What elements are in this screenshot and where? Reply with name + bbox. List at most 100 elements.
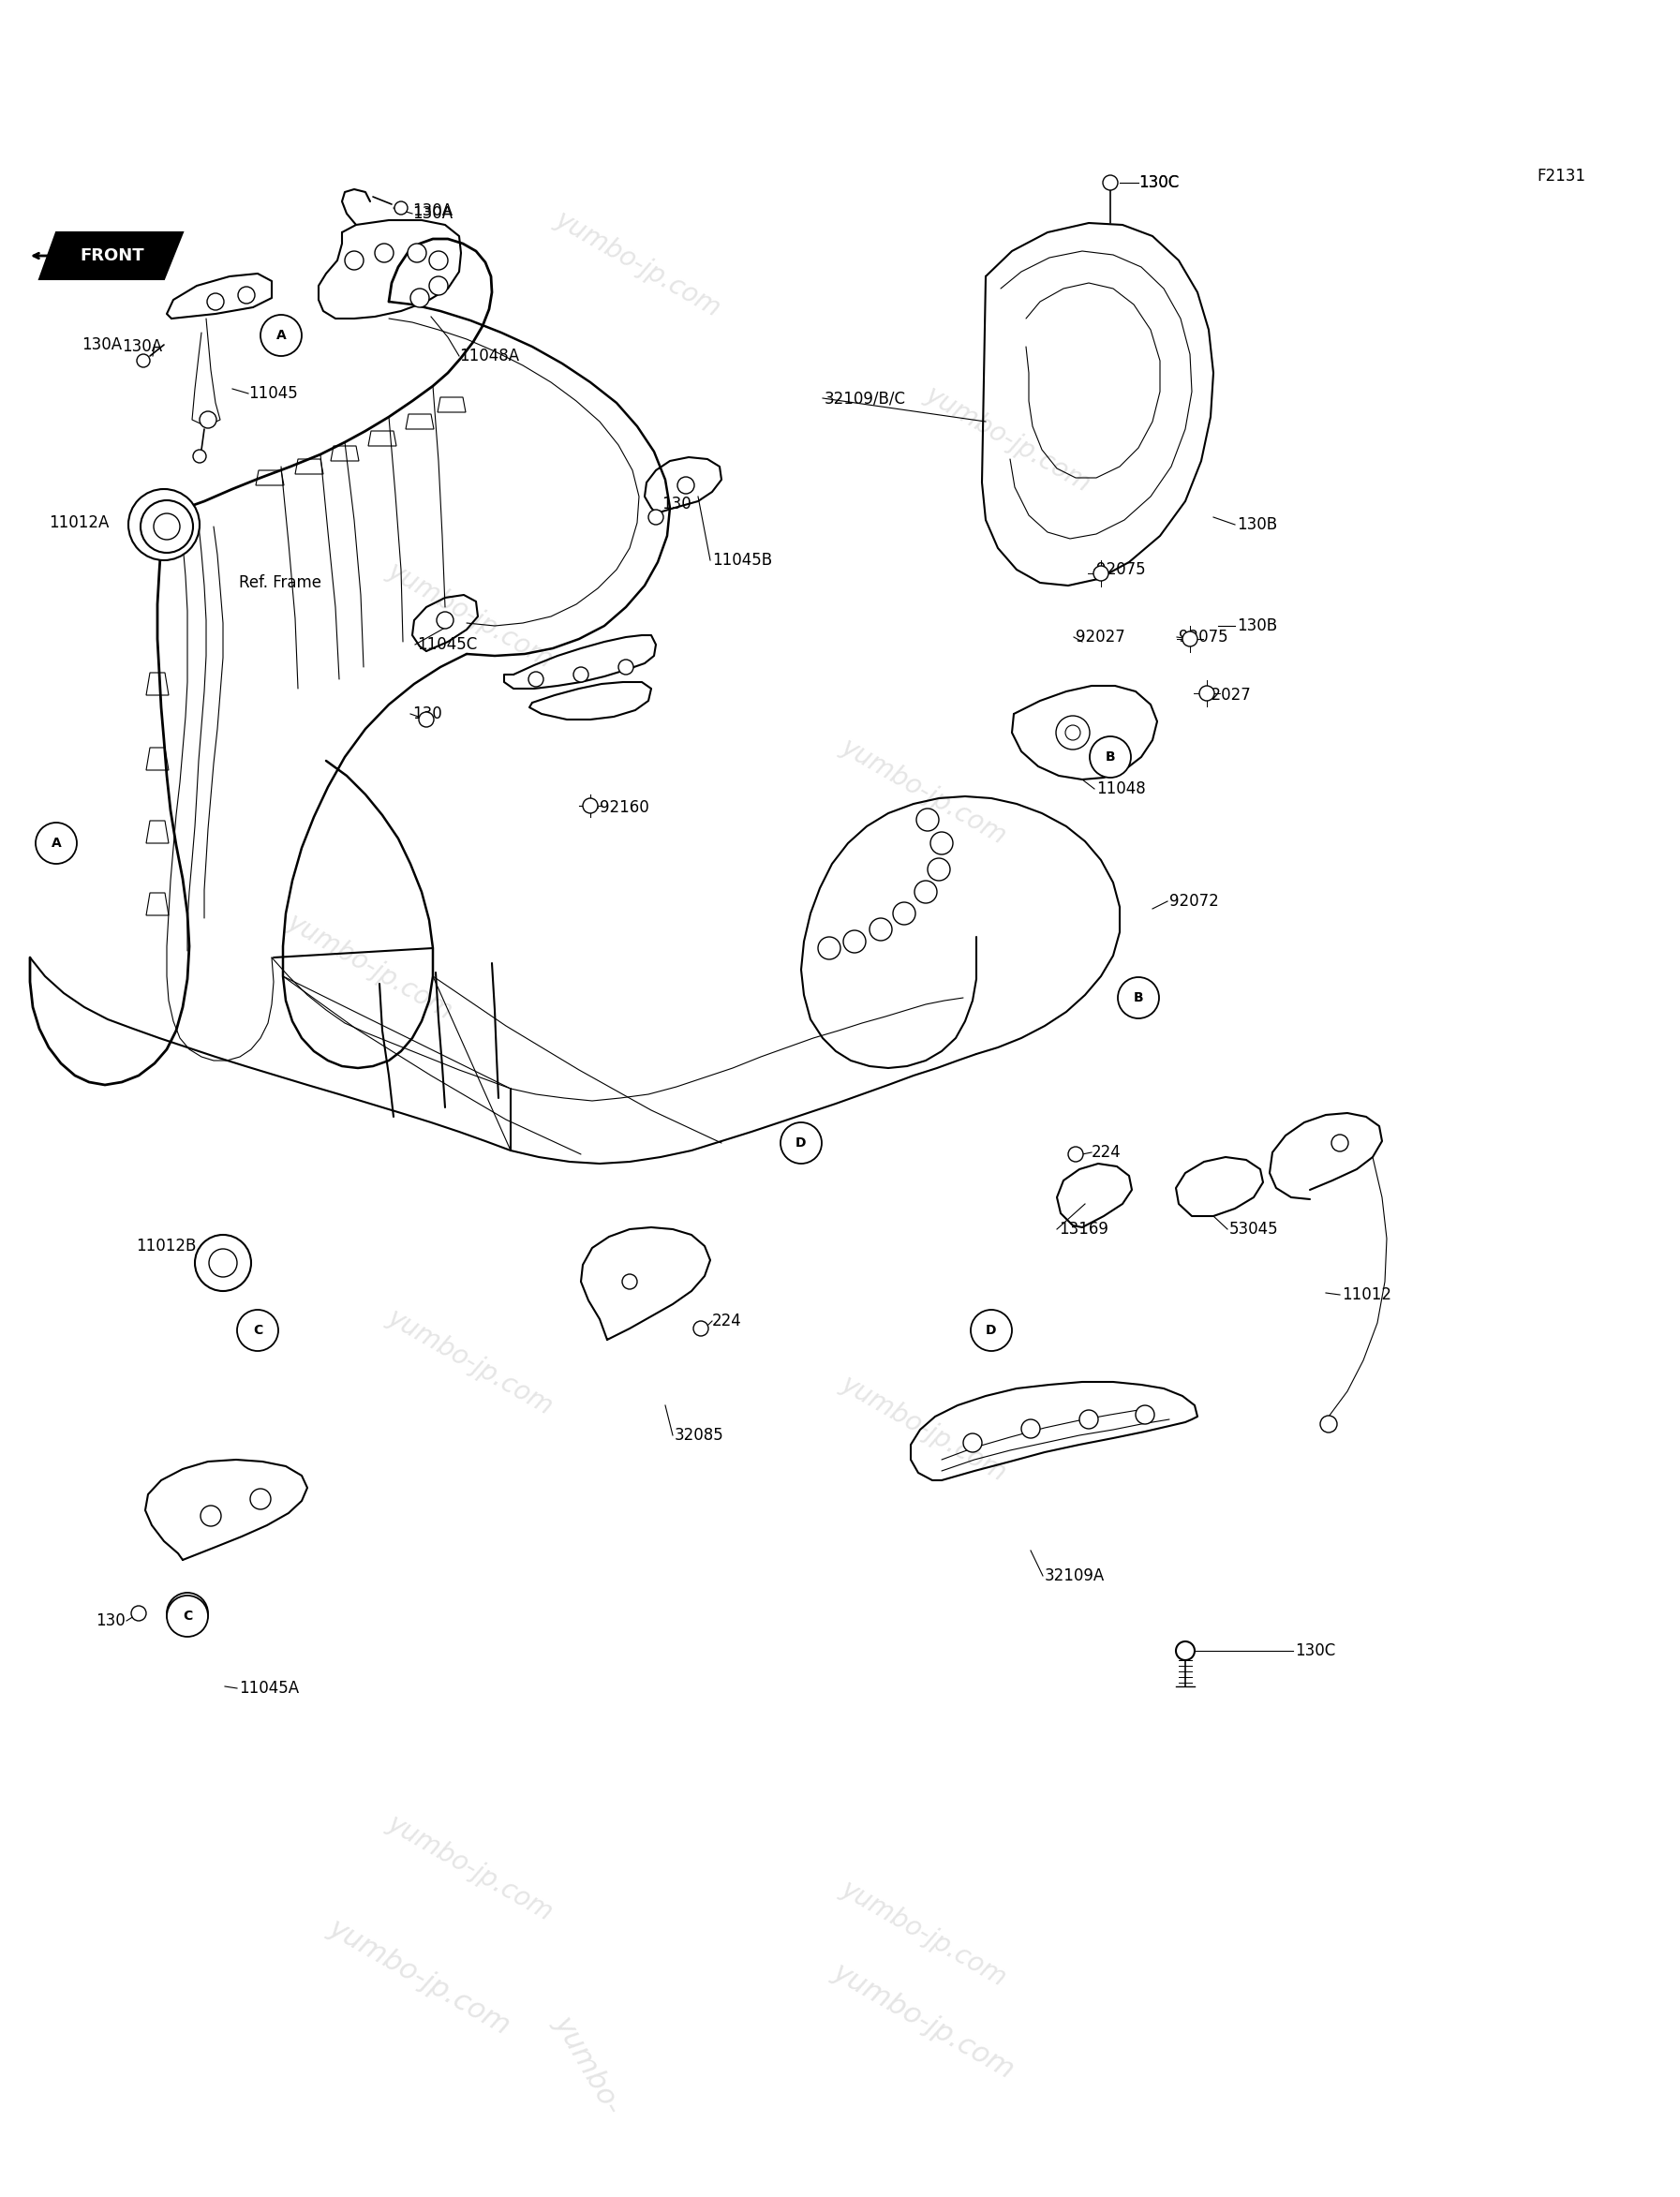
Circle shape xyxy=(1068,1147,1084,1162)
Circle shape xyxy=(1117,978,1159,1019)
Circle shape xyxy=(153,514,180,540)
Text: 32085: 32085 xyxy=(675,1426,724,1443)
Text: 11045C: 11045C xyxy=(417,637,477,653)
Text: D: D xyxy=(986,1325,996,1338)
Text: B: B xyxy=(1134,991,1144,1004)
Circle shape xyxy=(200,1505,222,1527)
Text: 130: 130 xyxy=(662,497,690,512)
Text: 130A: 130A xyxy=(412,202,452,220)
Text: yumbo-jp.com: yumbo-jp.com xyxy=(837,1876,1011,1990)
Circle shape xyxy=(1094,567,1109,580)
Circle shape xyxy=(931,833,953,855)
Circle shape xyxy=(428,277,449,294)
Polygon shape xyxy=(39,233,183,279)
Circle shape xyxy=(395,202,408,215)
Text: 130C: 130C xyxy=(1295,1643,1336,1659)
Circle shape xyxy=(677,477,694,494)
Circle shape xyxy=(437,611,454,628)
Text: 92160: 92160 xyxy=(600,800,648,815)
Circle shape xyxy=(207,292,223,310)
Circle shape xyxy=(694,1320,709,1336)
Text: yumbo-jp.com: yumbo-jp.com xyxy=(837,1371,1011,1485)
Text: 13169: 13169 xyxy=(1058,1222,1109,1237)
Text: 11048A: 11048A xyxy=(459,347,519,365)
Circle shape xyxy=(344,250,363,270)
Circle shape xyxy=(618,659,633,674)
Text: 224: 224 xyxy=(712,1312,743,1329)
Text: yumbo-jp.com: yumbo-jp.com xyxy=(921,382,1095,497)
Circle shape xyxy=(529,672,543,688)
Circle shape xyxy=(573,668,588,681)
Text: 11045: 11045 xyxy=(249,384,297,402)
Text: yumbo-jp.com: yumbo-jp.com xyxy=(324,1914,516,2041)
Circle shape xyxy=(143,503,185,545)
Text: Ref. Frame: Ref. Frame xyxy=(239,573,321,591)
Circle shape xyxy=(1183,631,1198,646)
Text: yumbo-: yumbo- xyxy=(549,2010,627,2120)
Circle shape xyxy=(843,929,865,953)
Circle shape xyxy=(870,918,892,940)
Circle shape xyxy=(1021,1419,1040,1439)
Circle shape xyxy=(971,1309,1011,1351)
Text: 130A: 130A xyxy=(123,338,163,356)
Text: 11012: 11012 xyxy=(1342,1287,1391,1303)
Text: C: C xyxy=(181,1606,193,1621)
Circle shape xyxy=(648,510,664,525)
Circle shape xyxy=(195,1235,250,1292)
Circle shape xyxy=(1057,716,1090,749)
Circle shape xyxy=(916,808,939,830)
Circle shape xyxy=(781,1123,822,1164)
Text: 11012A: 11012A xyxy=(49,514,109,532)
Text: B: B xyxy=(1105,751,1116,765)
Text: yumbo-jp.com: yumbo-jp.com xyxy=(383,1305,558,1419)
Text: yumbo-jp.com: yumbo-jp.com xyxy=(282,910,457,1024)
Text: yumbo-jp.com: yumbo-jp.com xyxy=(383,558,558,672)
Circle shape xyxy=(128,490,200,560)
Circle shape xyxy=(1065,725,1080,740)
Circle shape xyxy=(166,1595,208,1637)
Text: 130A: 130A xyxy=(412,204,452,222)
Text: FRONT: FRONT xyxy=(81,248,144,264)
Circle shape xyxy=(1200,685,1215,701)
Text: 92075: 92075 xyxy=(1097,560,1146,578)
Text: 92072: 92072 xyxy=(1169,892,1218,910)
Text: yumbo-jp.com: yumbo-jp.com xyxy=(551,207,726,321)
Text: 32109/B/C: 32109/B/C xyxy=(825,389,906,406)
Text: 11045A: 11045A xyxy=(239,1681,299,1696)
Text: 130B: 130B xyxy=(1236,617,1277,635)
Circle shape xyxy=(894,903,916,925)
Text: 130B: 130B xyxy=(1236,516,1277,534)
Text: 92027: 92027 xyxy=(1201,688,1250,703)
Circle shape xyxy=(237,1309,279,1351)
Circle shape xyxy=(408,244,427,261)
Text: 130: 130 xyxy=(412,705,442,723)
Circle shape xyxy=(914,881,937,903)
Text: 130C: 130C xyxy=(1139,174,1179,191)
Text: 92027: 92027 xyxy=(1075,628,1126,646)
Circle shape xyxy=(1079,1410,1099,1428)
Circle shape xyxy=(622,1274,637,1290)
Circle shape xyxy=(418,712,433,727)
Text: yumbo-jp.com: yumbo-jp.com xyxy=(828,1958,1020,2085)
Circle shape xyxy=(166,1593,208,1635)
Text: C: C xyxy=(183,1610,192,1624)
Text: 53045: 53045 xyxy=(1230,1222,1278,1237)
Text: D: D xyxy=(796,1136,806,1149)
Circle shape xyxy=(1136,1406,1154,1424)
Circle shape xyxy=(250,1490,270,1509)
Circle shape xyxy=(239,286,255,303)
Circle shape xyxy=(818,936,840,960)
Circle shape xyxy=(208,1248,237,1276)
Text: 130C: 130C xyxy=(1139,174,1179,191)
Text: 11012B: 11012B xyxy=(136,1237,197,1254)
Circle shape xyxy=(141,501,193,554)
Circle shape xyxy=(963,1432,981,1452)
Circle shape xyxy=(1090,736,1131,778)
Text: yumbo-jp.com: yumbo-jp.com xyxy=(383,1810,558,1925)
Circle shape xyxy=(410,288,428,308)
Text: yumbo-jp.com: yumbo-jp.com xyxy=(837,734,1011,848)
Text: A: A xyxy=(276,330,286,343)
Text: C: C xyxy=(254,1325,262,1338)
Circle shape xyxy=(583,798,598,813)
Text: F2131: F2131 xyxy=(1537,167,1586,185)
